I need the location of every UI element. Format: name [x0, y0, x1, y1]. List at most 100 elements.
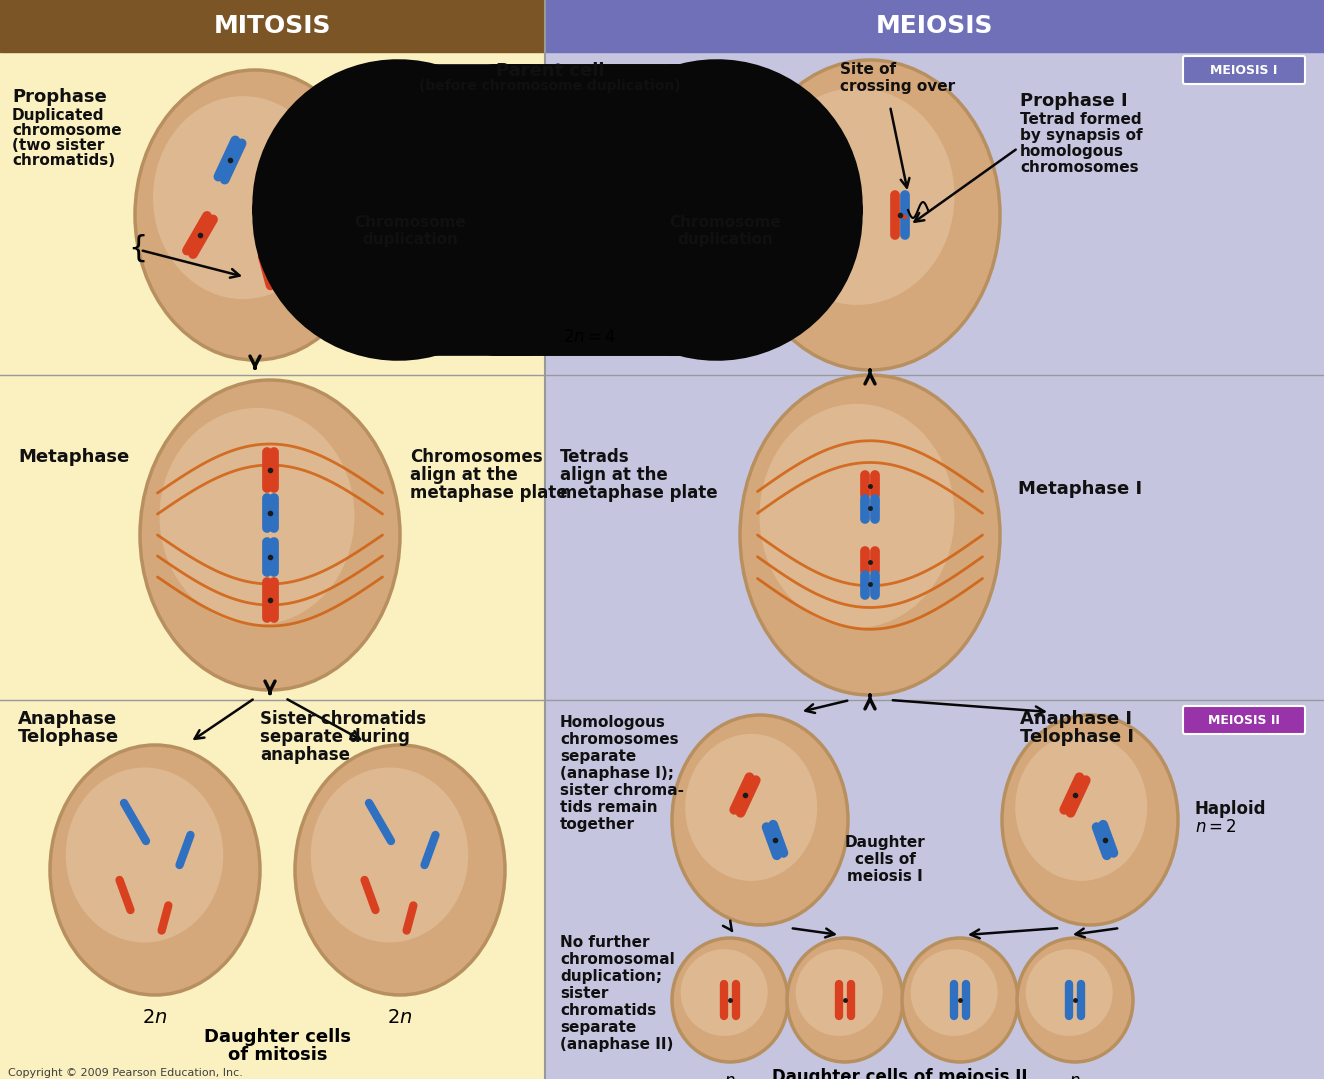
Ellipse shape [740, 375, 1000, 695]
Ellipse shape [66, 767, 224, 942]
FancyBboxPatch shape [1184, 706, 1305, 734]
Text: anaphase: anaphase [260, 746, 350, 764]
Text: MEIOSIS II: MEIOSIS II [1207, 713, 1280, 726]
Text: homologous: homologous [1019, 144, 1124, 159]
Ellipse shape [673, 938, 788, 1062]
Ellipse shape [786, 938, 903, 1062]
Text: cells of: cells of [854, 852, 915, 868]
Ellipse shape [760, 87, 955, 305]
Text: chromosome: chromosome [12, 123, 122, 138]
Text: Metaphase: Metaphase [19, 448, 130, 466]
Text: tids remain: tids remain [560, 800, 658, 815]
Text: separate: separate [560, 1020, 637, 1035]
Text: together: together [560, 817, 636, 832]
Text: Prophase I: Prophase I [1019, 92, 1128, 110]
Text: separate: separate [560, 749, 637, 764]
Text: MEIOSIS: MEIOSIS [876, 14, 994, 38]
Text: Telophase: Telophase [19, 728, 119, 746]
FancyBboxPatch shape [1184, 56, 1305, 84]
Bar [545, 0, 1324, 52]
Text: Tetrads: Tetrads [560, 448, 630, 466]
Text: Daughter: Daughter [845, 835, 925, 850]
Text: Site of: Site of [839, 62, 896, 77]
Text: $2n = 4$: $2n = 4$ [564, 328, 617, 346]
Ellipse shape [686, 734, 817, 880]
Ellipse shape [1017, 938, 1133, 1062]
Text: align at the: align at the [410, 466, 518, 484]
Text: Prophase: Prophase [12, 88, 107, 106]
Text: {: { [128, 233, 148, 262]
Text: $n$: $n$ [1070, 1073, 1080, 1079]
Text: Daughter cells of meiosis II: Daughter cells of meiosis II [772, 1068, 1027, 1079]
Text: Tetrad formed: Tetrad formed [1019, 112, 1141, 127]
Text: crossing over: crossing over [839, 79, 955, 94]
Text: Copyright © 2009 Pearson Education, Inc.: Copyright © 2009 Pearson Education, Inc. [8, 1068, 242, 1078]
Text: MITOSIS: MITOSIS [213, 14, 331, 38]
Ellipse shape [311, 767, 469, 942]
Text: MEIOSIS I: MEIOSIS I [1210, 64, 1278, 77]
Text: metaphase plate: metaphase plate [410, 484, 568, 502]
Ellipse shape [1016, 734, 1147, 880]
Text: $n = 2$: $n = 2$ [1196, 818, 1237, 836]
Text: sister chroma-: sister chroma- [560, 783, 685, 798]
Ellipse shape [911, 950, 998, 1036]
Text: Telophase I: Telophase I [1019, 728, 1133, 746]
Text: Haploid: Haploid [1196, 800, 1267, 818]
Text: Chromosome: Chromosome [669, 215, 781, 230]
Text: Parent cell: Parent cell [495, 62, 604, 80]
Bar [545, 52, 1324, 1079]
Text: Chromosomes: Chromosomes [410, 448, 543, 466]
Text: chromatids: chromatids [560, 1003, 657, 1017]
Text: Anaphase: Anaphase [19, 710, 117, 728]
Bar [0, 52, 545, 1079]
Text: $n$: $n$ [955, 1073, 965, 1079]
Ellipse shape [760, 404, 955, 628]
Text: duplication: duplication [361, 232, 458, 247]
Text: meiosis I: meiosis I [847, 869, 923, 884]
Text: (anaphase I);: (anaphase I); [560, 766, 674, 781]
Ellipse shape [140, 380, 400, 689]
Text: (anaphase II): (anaphase II) [560, 1037, 674, 1052]
Text: Anaphase I: Anaphase I [1019, 710, 1132, 728]
Ellipse shape [522, 112, 678, 308]
Ellipse shape [50, 745, 260, 995]
Bar [0, 0, 545, 52]
Text: sister: sister [560, 986, 608, 1001]
Ellipse shape [135, 70, 375, 360]
Ellipse shape [796, 950, 883, 1036]
Text: (two sister: (two sister [12, 138, 105, 153]
Text: align at the: align at the [560, 466, 667, 484]
Ellipse shape [154, 96, 334, 299]
Text: chromatids): chromatids) [12, 153, 115, 168]
Text: $n$: $n$ [724, 1073, 736, 1079]
Ellipse shape [740, 60, 1000, 370]
Text: duplication: duplication [677, 232, 773, 247]
Ellipse shape [681, 950, 768, 1036]
Text: No further: No further [560, 935, 650, 950]
Text: chromosomes: chromosomes [560, 732, 679, 747]
Text: metaphase plate: metaphase plate [560, 484, 718, 502]
Text: Duplicated: Duplicated [12, 108, 105, 123]
Text: $2n$: $2n$ [142, 1008, 168, 1027]
Ellipse shape [295, 745, 504, 995]
Text: duplication;: duplication; [560, 969, 662, 984]
Ellipse shape [902, 938, 1018, 1062]
Text: $2n$: $2n$ [388, 1008, 413, 1027]
Text: by synapsis of: by synapsis of [1019, 128, 1143, 144]
Text: Homologous: Homologous [560, 715, 666, 730]
Text: Metaphase I: Metaphase I [1018, 480, 1143, 498]
Text: chromosomes: chromosomes [1019, 160, 1139, 175]
Text: Sister chromatids: Sister chromatids [260, 710, 426, 728]
Text: Chromosome: Chromosome [354, 215, 466, 230]
Ellipse shape [534, 129, 650, 267]
Text: Daughter cells: Daughter cells [204, 1028, 351, 1046]
Text: $n$: $n$ [839, 1073, 851, 1079]
Text: (before chromosome duplication): (before chromosome duplication) [420, 79, 681, 93]
Text: of mitosis: of mitosis [228, 1046, 328, 1064]
Text: chromosomal: chromosomal [560, 952, 675, 967]
Ellipse shape [1026, 950, 1112, 1036]
Text: separate during: separate during [260, 728, 410, 746]
Ellipse shape [1002, 715, 1178, 925]
Ellipse shape [159, 408, 355, 625]
Ellipse shape [673, 715, 847, 925]
